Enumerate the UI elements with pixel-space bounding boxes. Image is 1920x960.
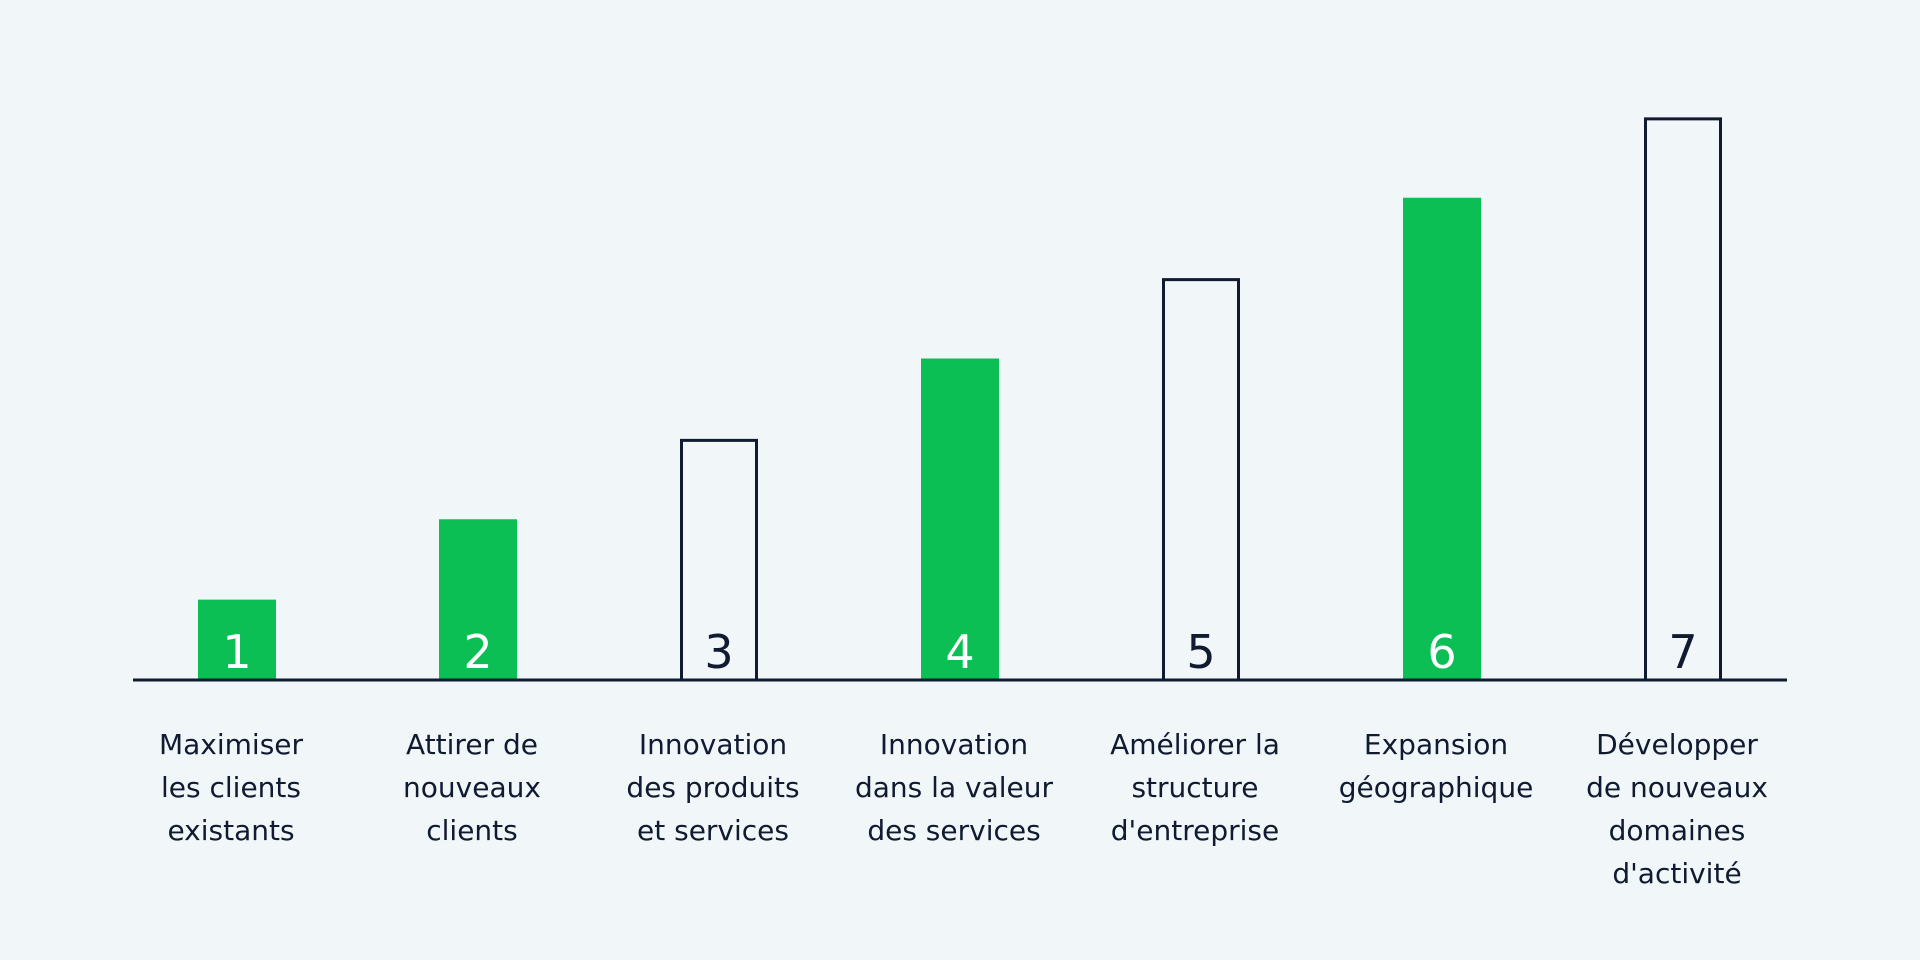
bar-4 (921, 358, 999, 680)
category-label-line: Maximiser (159, 728, 304, 761)
bar-6 (1403, 197, 1481, 680)
bar-number-5: 5 (1186, 625, 1215, 679)
category-label-line: dans la valeur (855, 771, 1053, 804)
category-label-5: Améliorer la structure d'entreprise (1110, 728, 1280, 847)
category-label-line: de nouveaux (1586, 771, 1768, 804)
bar-numbers-layer: 1 2 3 4 5 6 7 (222, 625, 1697, 679)
category-labels-layer: Maximiser les clients existants Attirer de n… (159, 728, 1768, 890)
bar-number-3: 3 (704, 625, 733, 679)
category-label-line: nouveaux (403, 771, 541, 804)
category-label-7: Développer de nouveaux domaines d'activité (1586, 728, 1768, 890)
category-label-line: Améliorer la (1110, 728, 1280, 761)
bar-1 (198, 599, 276, 680)
category-label-line: existants (167, 814, 294, 847)
category-label-line: domaines (1609, 814, 1746, 847)
category-label-line: Expansion (1364, 728, 1508, 761)
category-label-line: Développer (1596, 728, 1758, 761)
bar-number-2: 2 (463, 625, 492, 679)
bar-number-1: 1 (222, 625, 251, 679)
category-label-6: Expansion géographique (1339, 728, 1534, 804)
category-label-line: Innovation (880, 728, 1028, 761)
category-label-line: clients (426, 814, 518, 847)
category-label-line: structure (1131, 771, 1258, 804)
category-label-line: et services (637, 814, 789, 847)
bar-2 (439, 519, 517, 680)
category-label-line: des services (867, 814, 1040, 847)
bar-number-7: 7 (1668, 625, 1697, 679)
category-label-line: géographique (1339, 771, 1534, 804)
category-label-line: Innovation (639, 728, 787, 761)
bar-5 (1162, 278, 1240, 682)
bar-7 (1644, 117, 1722, 682)
bar-number-6: 6 (1427, 625, 1456, 679)
category-label-4: Innovation dans la valeur des services (855, 728, 1053, 847)
category-label-3: Innovation des produits et services (626, 728, 799, 847)
bars-layer (198, 117, 1722, 682)
category-label-2: Attirer de nouveaux clients (403, 728, 541, 847)
category-label-line: les clients (161, 771, 301, 804)
category-label-line: des produits (626, 771, 799, 804)
category-label-line: d'activité (1612, 857, 1741, 890)
category-label-line: d'entreprise (1111, 814, 1279, 847)
category-label-line: Attirer de (406, 728, 538, 761)
category-label-1: Maximiser les clients existants (159, 728, 304, 847)
bar-number-4: 4 (945, 625, 974, 679)
